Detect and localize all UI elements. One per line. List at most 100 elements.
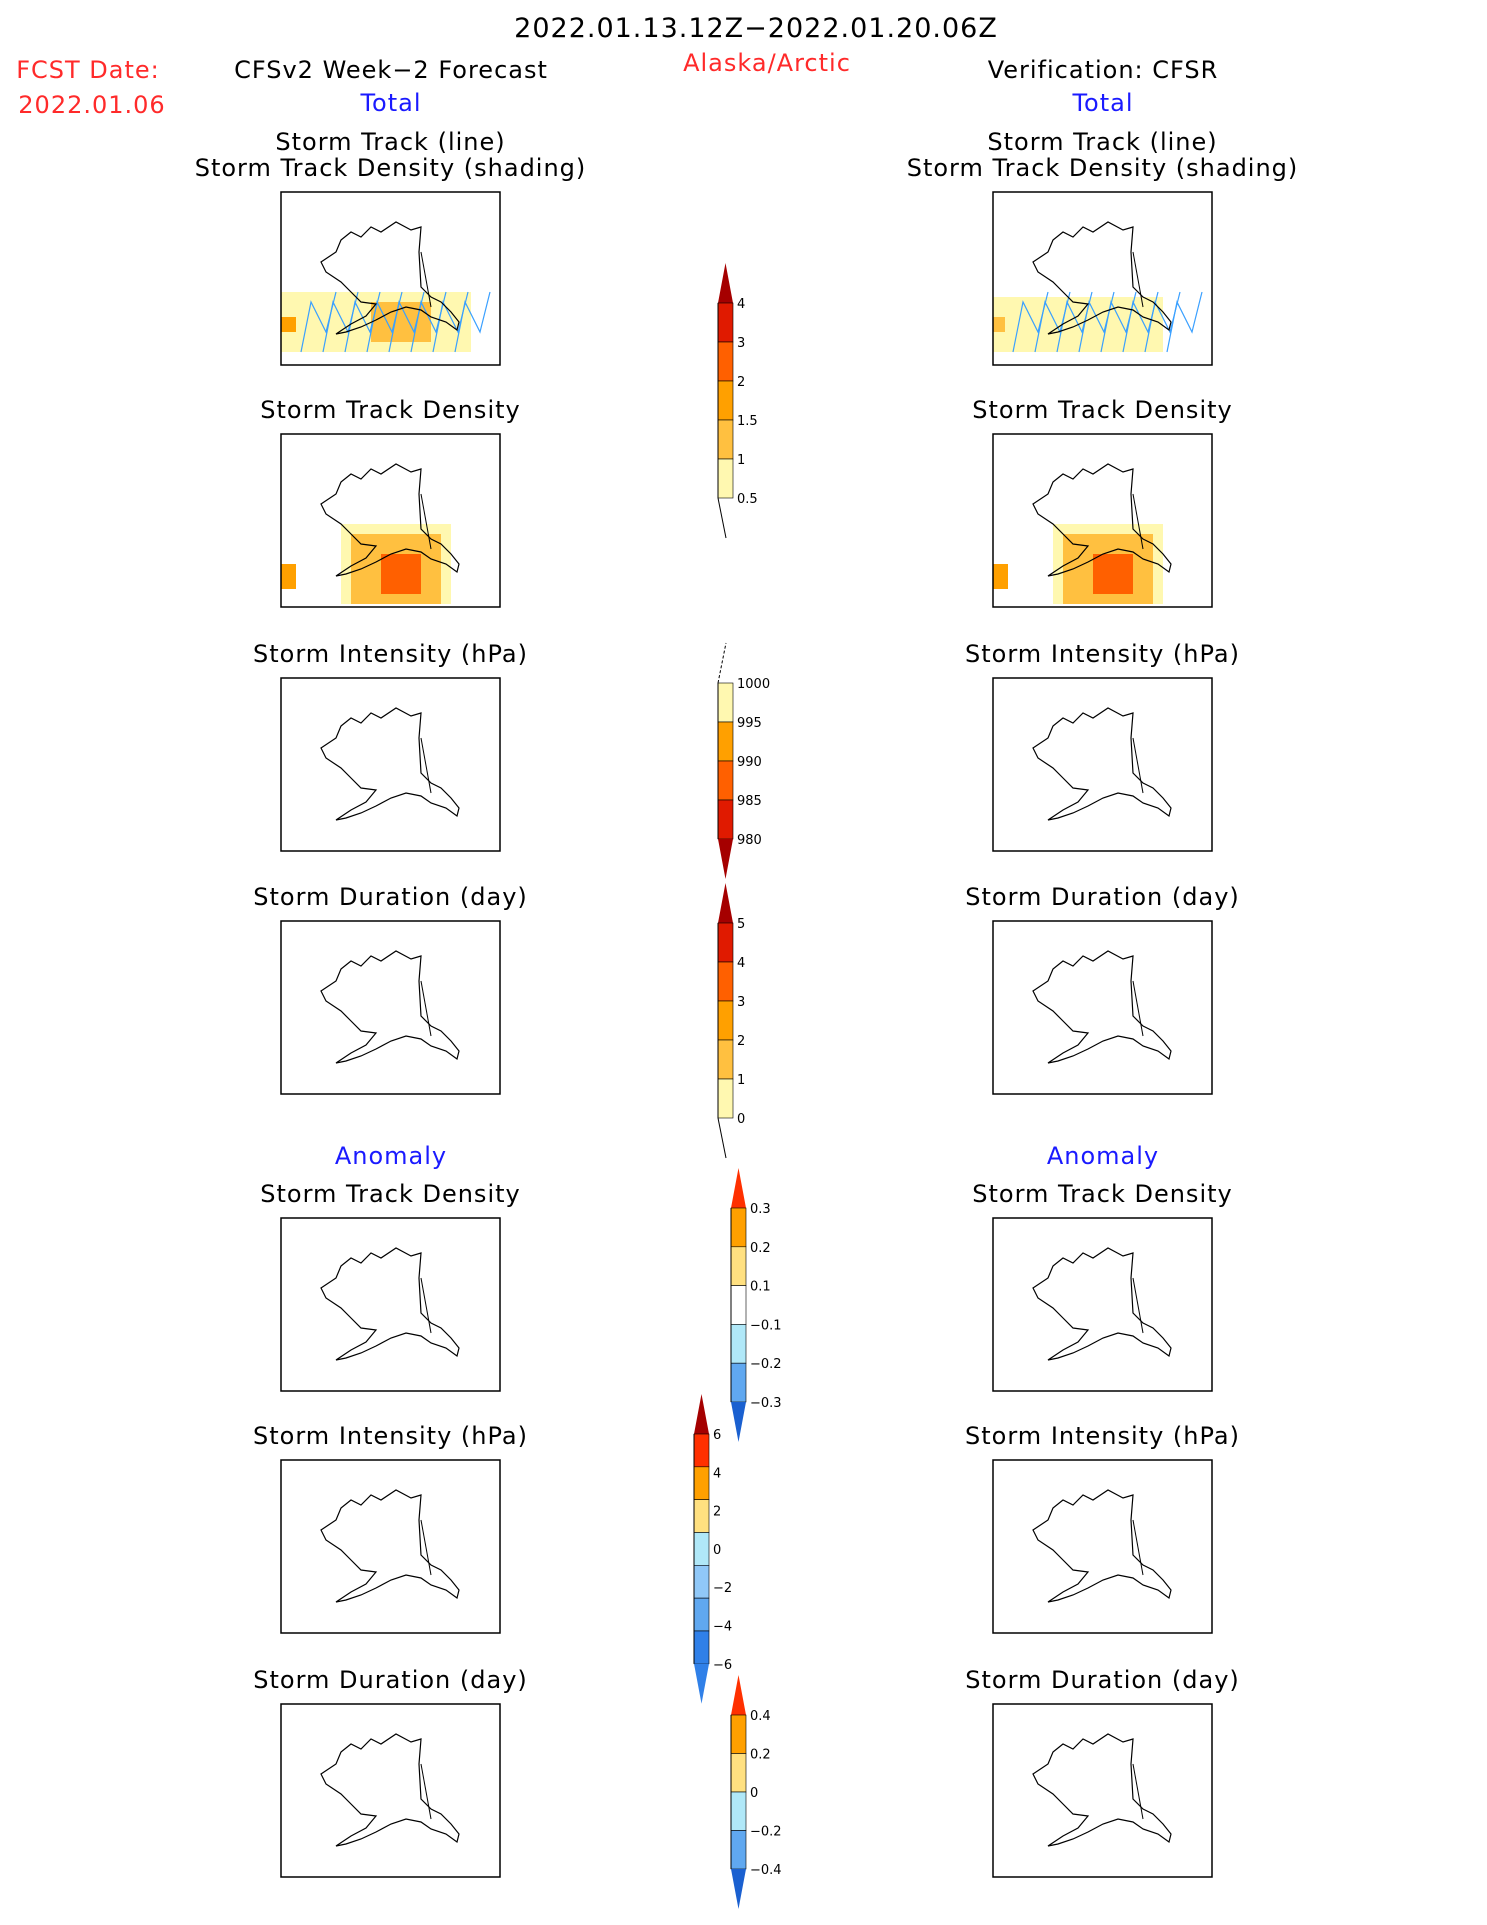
- colorbar-tick-label: −0.3: [750, 1396, 782, 1411]
- colorbar-top-triangle: [731, 1168, 746, 1208]
- colorbar-tick-label: 0.2: [750, 1748, 771, 1763]
- colorbar-tail: [717, 497, 727, 539]
- alaska-coastline: [320, 463, 460, 577]
- colorbar-tick-label: 1.5: [737, 414, 758, 429]
- right-column-title: Verification: CFSR: [988, 56, 1219, 84]
- colorbar-segment: [717, 380, 734, 421]
- panel-title: Storm Intensity (hPa): [253, 640, 528, 668]
- colorbar-bottom-triangle: [694, 1663, 709, 1704]
- map-area: [1032, 707, 1172, 821]
- shaded-region: [381, 554, 421, 594]
- colorbar-bottom-triangle: [718, 839, 733, 879]
- border-line: [420, 737, 432, 794]
- colorbar-tick-label: 2: [737, 375, 745, 390]
- shaded-region: [281, 564, 296, 589]
- colorbar-top-triangle: [718, 883, 733, 923]
- colorbar-tick-label: 1: [737, 453, 745, 468]
- border-line: [1132, 1277, 1144, 1334]
- colorbar-tick-label: 0.5: [737, 492, 758, 507]
- colorbar-tick-label: 1000: [737, 677, 770, 692]
- map-frame: [280, 677, 501, 852]
- colorbar-tick-label: 2: [713, 1505, 721, 1520]
- panel-title: Storm Track Density: [260, 396, 520, 424]
- map-frame: [992, 191, 1213, 366]
- colorbar-tick-label: −2: [713, 1581, 732, 1596]
- colorbar-segment: [717, 799, 734, 840]
- panel-title: Storm Intensity (hPa): [253, 1422, 528, 1450]
- colorbar-segment: [693, 1532, 710, 1566]
- colorbar-tick-label: 4: [713, 1466, 721, 1481]
- colorbar-segment: [717, 961, 734, 1002]
- colorbar-tick-label: 0.3: [750, 1202, 771, 1217]
- map-panel: Storm Track (line)Storm Track Density (s…: [907, 128, 1299, 366]
- colorbar-tick-label: −0.2: [750, 1357, 782, 1372]
- panel-title: Storm Intensity (hPa): [965, 1422, 1240, 1450]
- colorbar-tail: [717, 642, 727, 684]
- colorbar-tick-label: 980: [737, 833, 762, 848]
- map-frame: [992, 920, 1213, 1095]
- map-frame: [992, 1217, 1213, 1392]
- map-frame: [992, 433, 1213, 608]
- right-total-label: Total: [1071, 89, 1133, 117]
- colorbar-tick-label: 0.4: [750, 1709, 771, 1724]
- border-line: [1132, 1763, 1144, 1820]
- alaska-coastline: [320, 707, 460, 821]
- total-storm-duration-colorbar: 5 4 3 2 1 0: [717, 883, 745, 1159]
- map-area: [281, 463, 460, 604]
- colorbar-segment: [730, 1714, 747, 1754]
- colorbar-tick-label: 4: [737, 956, 745, 971]
- map-area: [320, 1733, 460, 1847]
- fcst-date-value: 2022.01.06: [18, 91, 165, 119]
- colorbar-segment: [730, 1285, 747, 1325]
- colorbar-segment: [717, 341, 734, 382]
- map-frame: [280, 920, 501, 1095]
- colorbar-segment: [693, 1499, 710, 1533]
- anomaly-storm-intensity-colorbar: 6 4 2 0 −2 −4 −6: [693, 1394, 732, 1704]
- map-panel: Storm Track (line)Storm Track Density (s…: [195, 128, 585, 366]
- colorbar-segment: [717, 302, 734, 343]
- colorbar-segment: [693, 1597, 710, 1632]
- border-line: [1132, 493, 1144, 550]
- colorbar-segment: [717, 760, 734, 801]
- colorbar-tick-label: 0.2: [750, 1241, 771, 1256]
- colorbar-tick-label: 0: [750, 1786, 758, 1801]
- colorbar-segment: [730, 1753, 747, 1793]
- alaska-coastline: [1032, 950, 1172, 1064]
- map-panel: Storm Duration (day): [965, 1666, 1239, 1878]
- panel-title: Storm Track Density (shading): [907, 154, 1299, 182]
- map-frame: [280, 1703, 501, 1878]
- map-panel: Storm Intensity (hPa): [253, 640, 528, 852]
- colorbar-segment: [693, 1565, 710, 1599]
- colorbar-segment: [717, 721, 734, 762]
- panel-title: Storm Track (line): [275, 128, 505, 156]
- colorbar-segment: [693, 1630, 710, 1665]
- colorbar-segment: [730, 1362, 747, 1403]
- colorbar-top-triangle: [694, 1394, 709, 1434]
- colorbar-tail: [717, 1117, 727, 1159]
- shaded-region: [993, 564, 1008, 589]
- map-frame: [992, 1459, 1213, 1634]
- panel-title: Storm Track (line): [987, 128, 1217, 156]
- border-line: [420, 251, 432, 308]
- map-panel: Storm Intensity (hPa): [965, 640, 1239, 852]
- colorbar-tick-label: 0: [737, 1112, 745, 1127]
- alaska-coastline: [1032, 1489, 1172, 1603]
- alaska-coastline: [1032, 221, 1172, 335]
- colorbar-tick-label: −0.4: [750, 1863, 782, 1878]
- map-area: [1032, 1733, 1172, 1847]
- map-area: [320, 1489, 460, 1603]
- alaska-coastline: [320, 1733, 460, 1847]
- map-area: [281, 221, 491, 353]
- figure-title: 2022.01.13.12Z−2022.01.20.06Z: [514, 13, 998, 44]
- alaska-coastline: [320, 1247, 460, 1361]
- colorbar-segment: [717, 419, 734, 460]
- map-area: [1032, 1247, 1172, 1361]
- shaded-region: [993, 317, 1005, 332]
- map-panel: Storm Intensity (hPa): [253, 1422, 528, 1634]
- map-panel: Storm Duration (day): [253, 883, 527, 1095]
- colorbar-segment: [717, 682, 734, 723]
- border-line: [1132, 737, 1144, 794]
- colorbar-segment: [730, 1246, 747, 1286]
- colorbar-segment: [717, 458, 734, 499]
- panel-title: Storm Track Density: [260, 1180, 520, 1208]
